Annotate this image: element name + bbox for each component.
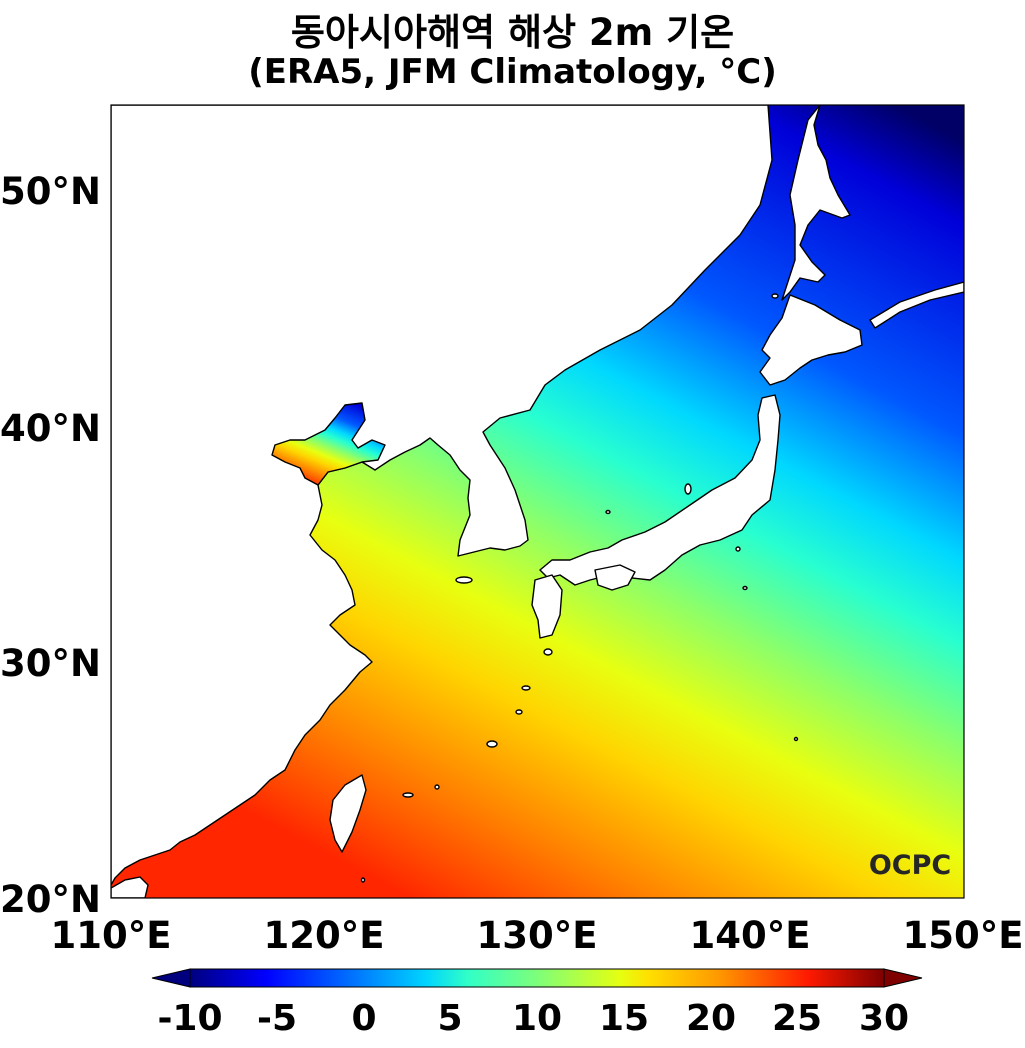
colorbar-high-extend <box>883 968 923 988</box>
chart-title: 동아시아해역 해상 2m 기온 <box>290 11 735 54</box>
x-tick-label: 110°E <box>50 914 171 957</box>
y-tick-label: 40°N <box>0 407 101 450</box>
y-tick-label: 20°N <box>0 878 101 921</box>
sakhalin <box>781 105 851 301</box>
x-tick-label: 150°E <box>902 914 1023 957</box>
ocpc-watermark: OCPC <box>869 850 951 881</box>
hokkaido <box>759 294 863 386</box>
colorbar-gradient <box>189 968 885 988</box>
honshu <box>539 394 781 586</box>
colorbar-tick: -10 <box>157 998 222 1039</box>
kyushu <box>531 574 563 639</box>
colorbar-tick: 30 <box>859 998 909 1039</box>
x-tick-label: 120°E <box>263 914 384 957</box>
colorbar-low-extend <box>151 968 191 988</box>
colorbar-tick: -5 <box>257 998 297 1039</box>
colorbar-tick: 10 <box>512 998 562 1039</box>
shikoku <box>594 564 636 591</box>
y-axis: 20°N 30°N 40°N 50°N <box>0 170 101 921</box>
colorbar-tick: 15 <box>599 998 649 1039</box>
colorbar-tick: 25 <box>772 998 822 1039</box>
colorbar-tick: 5 <box>437 998 462 1039</box>
y-tick-label: 50°N <box>0 170 101 213</box>
land-masses <box>111 105 964 898</box>
colorbar: -10 -5 0 5 10 15 20 25 30 <box>151 968 923 1039</box>
y-tick-label: 30°N <box>0 642 101 685</box>
x-tick-label: 130°E <box>476 914 597 957</box>
chart-subtitle: (ERA5, JFM Climatology, °C) <box>248 52 777 92</box>
colorbar-tick: 0 <box>351 998 376 1039</box>
taiwan <box>329 774 367 853</box>
colorbar-tick: 20 <box>686 998 736 1039</box>
x-axis: 110°E 120°E 130°E 140°E 150°E <box>50 914 1023 957</box>
map-frame <box>110 104 965 899</box>
x-tick-label: 140°E <box>689 914 810 957</box>
